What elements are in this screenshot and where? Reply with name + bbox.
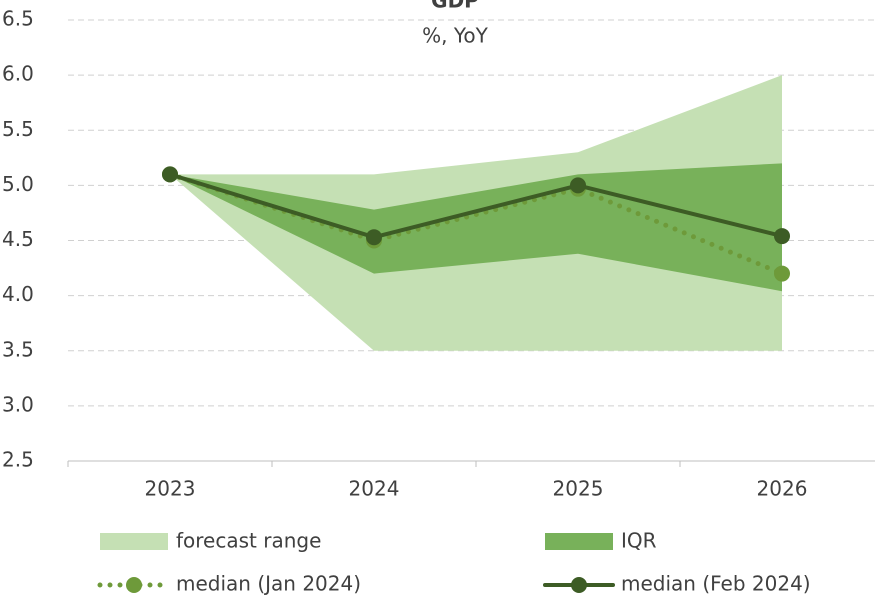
x-tick-label: 2026: [757, 477, 808, 501]
chart-title: GDP: [431, 0, 479, 13]
y-tick-label: 5.5: [2, 117, 34, 141]
series-point: [774, 228, 790, 245]
band-area: [170, 163, 782, 292]
legend-label: median (Feb 2024): [621, 572, 811, 596]
series-point: [366, 229, 382, 246]
series-point: [162, 166, 178, 183]
legend-label: forecast range: [176, 529, 321, 553]
series-point: [570, 177, 586, 194]
legend-swatch: [545, 533, 613, 550]
legend-swatch: [100, 533, 168, 550]
series-line: [168, 172, 784, 240]
y-tick-label: 6.0: [2, 62, 34, 86]
legend-marker: [571, 577, 587, 593]
y-tick-label: 6.5: [2, 7, 34, 31]
legend-label: median (Jan 2024): [176, 572, 361, 596]
x-tick-label: 2024: [349, 477, 400, 501]
chart-subtitle: %, YoY: [422, 24, 489, 48]
x-tick-label: 2025: [553, 477, 604, 501]
y-tick-label: 3.0: [2, 392, 34, 416]
legend-marker: [126, 577, 142, 593]
y-tick-label: 4.5: [2, 227, 34, 251]
y-tick-label: 5.0: [2, 172, 34, 196]
x-tick-label: 2023: [145, 477, 196, 501]
y-tick-label: 4.0: [2, 282, 34, 306]
legend-label: IQR: [621, 529, 657, 553]
series-point: [774, 265, 790, 282]
y-tick-label: 2.5: [2, 448, 34, 472]
y-tick-label: 3.5: [2, 337, 34, 361]
series-line: [167, 171, 785, 277]
